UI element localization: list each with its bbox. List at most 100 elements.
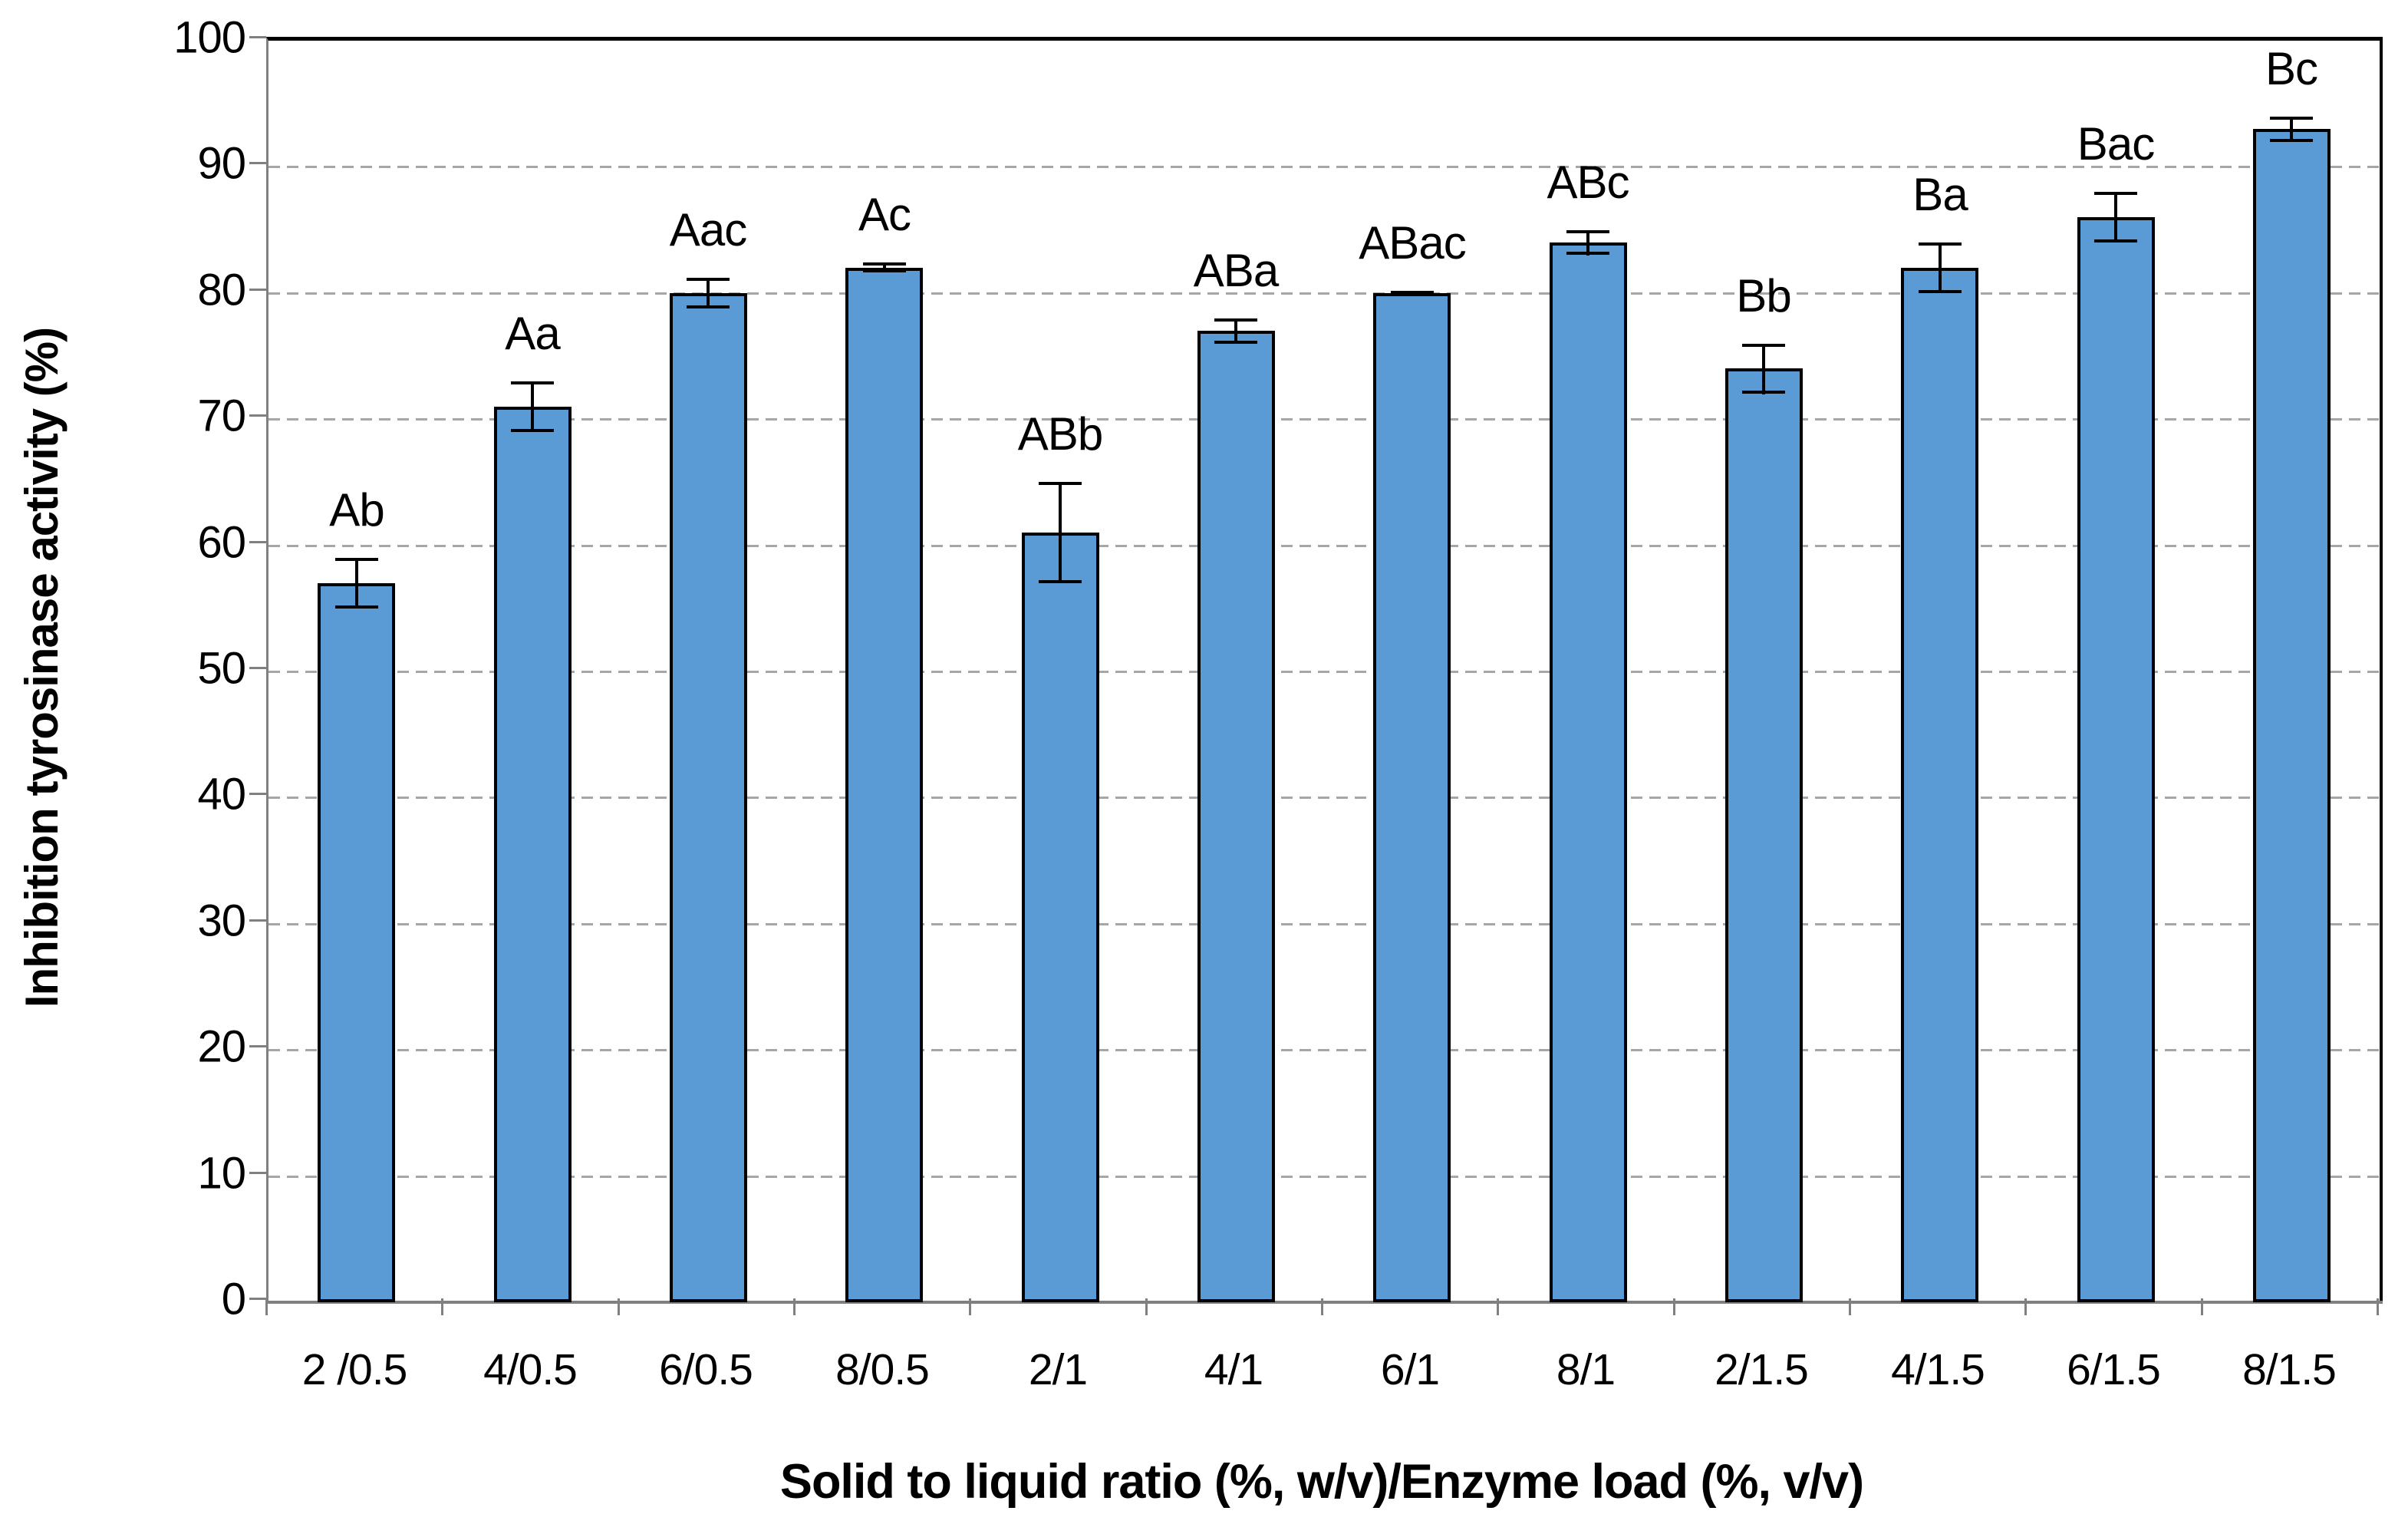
error-bar-cap-top (335, 558, 378, 561)
error-bar-line (1234, 318, 1237, 344)
gridline-20 (268, 1049, 2380, 1052)
error-bar-cap-top (863, 262, 906, 266)
bar-6/0.5 (670, 293, 747, 1302)
x-tick (1145, 1298, 1148, 1315)
error-bar-line (2290, 117, 2293, 142)
plot-area: Ab Aa Aac Ac ABb ABa ABac ABc Bb Ba Bac Bc (266, 37, 2383, 1304)
bar-4/1 (1197, 331, 1275, 1302)
y-tick-label: 50 (197, 643, 246, 694)
y-tick-label: 10 (197, 1148, 246, 1199)
x-tick-label: 6/1.5 (2067, 1345, 2161, 1394)
y-tick-60 (249, 540, 266, 543)
x-tick-label: 6/0.5 (659, 1345, 753, 1394)
error-bar-line (883, 262, 886, 272)
bar-8/1.5 (2253, 129, 2331, 1302)
y-tick-0 (249, 1298, 266, 1300)
x-tick (265, 1298, 268, 1315)
error-bar-line (1586, 230, 1589, 256)
gridline-30 (268, 922, 2380, 925)
error-bar-cap-top (2270, 117, 2313, 120)
bar-significance-label: Bac (2077, 118, 2155, 170)
error-bar-cap-bottom (1039, 580, 1082, 583)
gridline-60 (268, 544, 2380, 547)
error-bar-line (1059, 482, 1062, 583)
x-tick (2201, 1298, 2203, 1315)
x-tick-label: 2/1.5 (1715, 1345, 1809, 1394)
x-tick (618, 1298, 620, 1315)
bar-significance-label: Ba (1912, 169, 1968, 220)
gridline-70 (268, 418, 2380, 421)
y-tick-10 (249, 1171, 266, 1174)
y-tick-label: 0 (221, 1274, 246, 1324)
y-tick-label: 70 (197, 391, 246, 441)
y-tick-20 (249, 1045, 266, 1048)
bar-8/0.5 (845, 268, 923, 1302)
y-tick-label: 80 (197, 265, 246, 315)
error-bar-line (1939, 242, 1942, 293)
error-bar-cap-top (511, 381, 554, 384)
x-tick (2024, 1298, 2027, 1315)
error-bar-line (355, 558, 358, 609)
y-tick-30 (249, 919, 266, 922)
bar-2/1 (1022, 533, 1099, 1302)
x-axis-line (266, 1301, 2383, 1304)
error-bar-cap-top (2094, 192, 2137, 195)
error-bar-cap-bottom (2094, 239, 2137, 242)
bar-6/1 (1373, 293, 1451, 1302)
x-tick (441, 1298, 443, 1315)
y-tick-label: 40 (197, 769, 246, 820)
error-bar-cap-bottom (2270, 139, 2313, 142)
bar-significance-label: Bb (1736, 270, 1791, 322)
y-tick-40 (249, 793, 266, 796)
y-tick-80 (249, 288, 266, 291)
bar-significance-label: Bc (2265, 43, 2318, 94)
error-bar-cap-bottom (1919, 290, 1962, 293)
error-bar-cap-bottom (1391, 292, 1434, 295)
bar-2/1.5 (1725, 368, 1803, 1302)
x-tick (2377, 1298, 2379, 1315)
error-bar-cap-top (1742, 344, 1785, 347)
bar-6/1.5 (2077, 217, 2155, 1302)
error-bar-cap-bottom (687, 305, 730, 308)
y-tick-90 (249, 162, 266, 165)
bar-significance-label: Aac (669, 204, 747, 256)
error-bar-cap-bottom (863, 269, 906, 272)
error-bar-cap-bottom (335, 605, 378, 609)
gridline-10 (268, 1175, 2380, 1178)
bar-2/0.5 (318, 583, 395, 1302)
gridline-80 (268, 292, 2380, 295)
error-bar-cap-bottom (1566, 252, 1609, 255)
x-tick-label: 4/0.5 (483, 1345, 578, 1394)
bar-significance-label: ABb (1017, 408, 1103, 460)
x-tick-label: 2 /0.5 (301, 1345, 408, 1394)
x-tick-label: 8/0.5 (835, 1345, 930, 1394)
gridline-40 (268, 797, 2380, 800)
bar-4/0.5 (494, 407, 572, 1302)
x-tick-label: 8/1.5 (2242, 1345, 2337, 1394)
y-tick-50 (249, 667, 266, 669)
gridline-50 (268, 671, 2380, 673)
bar-significance-label: ABa (1193, 245, 1279, 296)
bar-8/1 (1550, 242, 1627, 1302)
x-tick-label: 6/1 (1380, 1345, 1440, 1394)
error-bar-line (531, 381, 534, 432)
x-tick-label: 4/1 (1204, 1345, 1263, 1394)
x-tick (1673, 1298, 1675, 1315)
y-tick-70 (249, 414, 266, 417)
error-bar-cap-bottom (1214, 341, 1257, 344)
error-bar-line (707, 278, 710, 308)
x-tick-label: 4/1.5 (1891, 1345, 1985, 1394)
error-bar-cap-top (687, 278, 730, 281)
error-bar-cap-top (1566, 230, 1609, 233)
error-bar-cap-bottom (511, 429, 554, 432)
x-tick-label: 2/1 (1028, 1345, 1088, 1394)
error-bar-cap-bottom (1742, 391, 1785, 394)
y-tick-label: 60 (197, 517, 246, 568)
error-bar-line (1762, 344, 1765, 394)
error-bar-cap-top (1214, 318, 1257, 322)
bar-significance-label: Aa (505, 308, 560, 359)
error-bar-line (2114, 192, 2117, 242)
bar-significance-label: ABac (1359, 217, 1466, 269)
x-tick (1849, 1298, 1851, 1315)
